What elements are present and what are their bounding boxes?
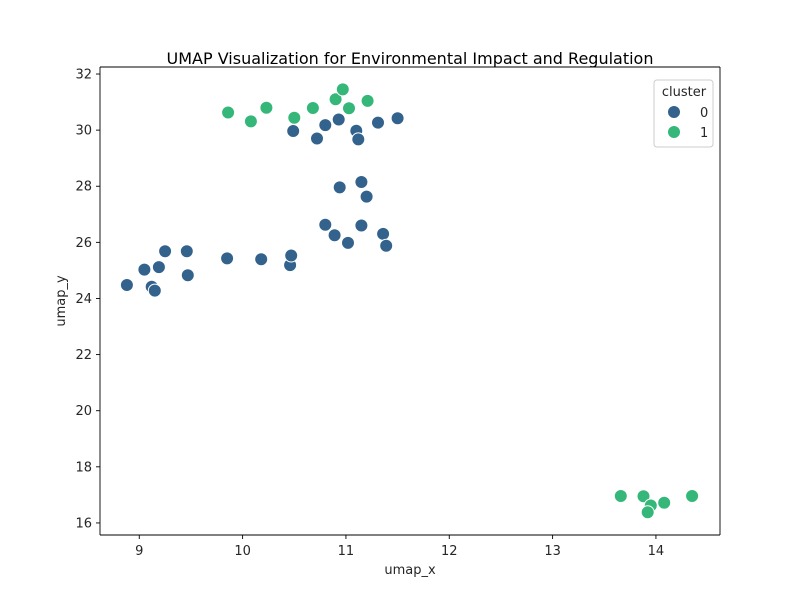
data-point-cluster-1 bbox=[636, 489, 651, 504]
data-point-cluster-0 bbox=[390, 111, 405, 126]
data-point-cluster-1 bbox=[259, 100, 274, 115]
data-point-cluster-0 bbox=[318, 217, 333, 232]
x-axis-label: umap_x bbox=[384, 563, 436, 578]
data-point-cluster-0 bbox=[254, 252, 269, 267]
legend-marker-1 bbox=[667, 125, 681, 139]
y-tick-label: 16 bbox=[75, 516, 92, 531]
x-tick: 9 bbox=[135, 535, 143, 559]
x-tick-label: 9 bbox=[135, 544, 143, 559]
y-tick: 28 bbox=[75, 180, 100, 195]
data-point-cluster-0 bbox=[147, 283, 162, 298]
y-tick-label: 32 bbox=[75, 68, 92, 83]
data-point-cluster-0 bbox=[359, 189, 374, 204]
data-point-cluster-1 bbox=[685, 489, 700, 503]
x-tick-label: 11 bbox=[338, 544, 355, 559]
x-axis-ticks: 9 10 11 12 13 14 bbox=[135, 535, 664, 559]
chart-title: UMAP Visualization for Environmental Imp… bbox=[167, 49, 654, 68]
data-point-cluster-0 bbox=[286, 124, 301, 138]
data-point-cluster-1 bbox=[342, 101, 356, 116]
data-point-cluster-0 bbox=[351, 132, 366, 147]
data-point-cluster-0 bbox=[379, 238, 394, 253]
y-tick: 16 bbox=[75, 516, 100, 531]
x-tick-label: 14 bbox=[648, 544, 665, 559]
axes-background bbox=[100, 67, 720, 535]
data-point-cluster-1 bbox=[305, 101, 320, 115]
data-point-cluster-0 bbox=[318, 118, 333, 133]
data-point-cluster-1 bbox=[221, 105, 236, 120]
x-tick: 11 bbox=[338, 535, 355, 559]
data-point-cluster-0 bbox=[371, 115, 385, 130]
data-point-cluster-1 bbox=[335, 82, 350, 97]
data-point-cluster-0 bbox=[354, 175, 369, 189]
data-point-cluster-0 bbox=[310, 131, 324, 146]
legend-marker-0 bbox=[667, 105, 681, 119]
y-axis-label: umap_y bbox=[54, 275, 69, 327]
y-tick: 32 bbox=[75, 68, 100, 83]
legend-label-0: 0 bbox=[700, 106, 708, 121]
data-point-cluster-0 bbox=[119, 278, 134, 292]
x-tick: 14 bbox=[648, 535, 665, 559]
data-point-cluster-1 bbox=[640, 505, 655, 520]
x-tick: 13 bbox=[544, 535, 561, 559]
y-tick-label: 24 bbox=[75, 292, 92, 307]
data-point-cluster-1 bbox=[243, 114, 258, 129]
y-tick: 20 bbox=[75, 404, 100, 419]
data-point-cluster-0 bbox=[327, 228, 342, 243]
data-point-cluster-0 bbox=[332, 180, 347, 195]
data-point-cluster-0 bbox=[341, 235, 355, 250]
data-point-cluster-1 bbox=[287, 110, 302, 125]
y-tick-label: 28 bbox=[75, 180, 92, 195]
y-tick-label: 18 bbox=[75, 460, 92, 475]
x-tick: 12 bbox=[441, 535, 458, 559]
axes-spines bbox=[99, 66, 721, 536]
data-points bbox=[119, 82, 700, 520]
data-point-cluster-0 bbox=[376, 226, 391, 241]
y-axis-ticks: 16 18 20 22 24 26 28 30 32 bbox=[75, 68, 100, 531]
x-tick-label: 10 bbox=[234, 544, 251, 559]
data-point-cluster-0 bbox=[137, 262, 152, 277]
data-point-cluster-0 bbox=[354, 218, 369, 233]
y-tick: 30 bbox=[75, 124, 100, 139]
data-point-cluster-0 bbox=[151, 260, 166, 275]
x-tick-label: 12 bbox=[441, 544, 458, 559]
x-tick: 10 bbox=[234, 535, 251, 559]
x-tick-label: 13 bbox=[544, 544, 561, 559]
data-point-cluster-0 bbox=[284, 248, 299, 263]
y-tick-label: 20 bbox=[75, 404, 92, 419]
y-tick-label: 26 bbox=[75, 236, 92, 251]
y-tick: 22 bbox=[75, 348, 100, 363]
legend: cluster 0 1 bbox=[653, 79, 714, 148]
data-point-cluster-1 bbox=[613, 489, 628, 503]
legend-title: cluster bbox=[662, 85, 707, 100]
data-point-cluster-0 bbox=[179, 244, 194, 259]
data-point-cluster-1 bbox=[657, 495, 672, 510]
data-point-cluster-0 bbox=[158, 244, 173, 259]
y-tick: 24 bbox=[75, 292, 100, 307]
data-point-cluster-0 bbox=[180, 268, 195, 283]
y-tick-label: 30 bbox=[75, 124, 92, 139]
data-point-cluster-0 bbox=[220, 251, 235, 266]
data-point-cluster-0 bbox=[331, 112, 346, 127]
y-tick-label: 22 bbox=[75, 348, 92, 363]
y-tick: 18 bbox=[75, 460, 100, 475]
data-point-cluster-1 bbox=[328, 92, 343, 107]
y-tick: 26 bbox=[75, 236, 100, 251]
legend-label-1: 1 bbox=[700, 126, 708, 141]
data-point-cluster-1 bbox=[360, 93, 375, 108]
